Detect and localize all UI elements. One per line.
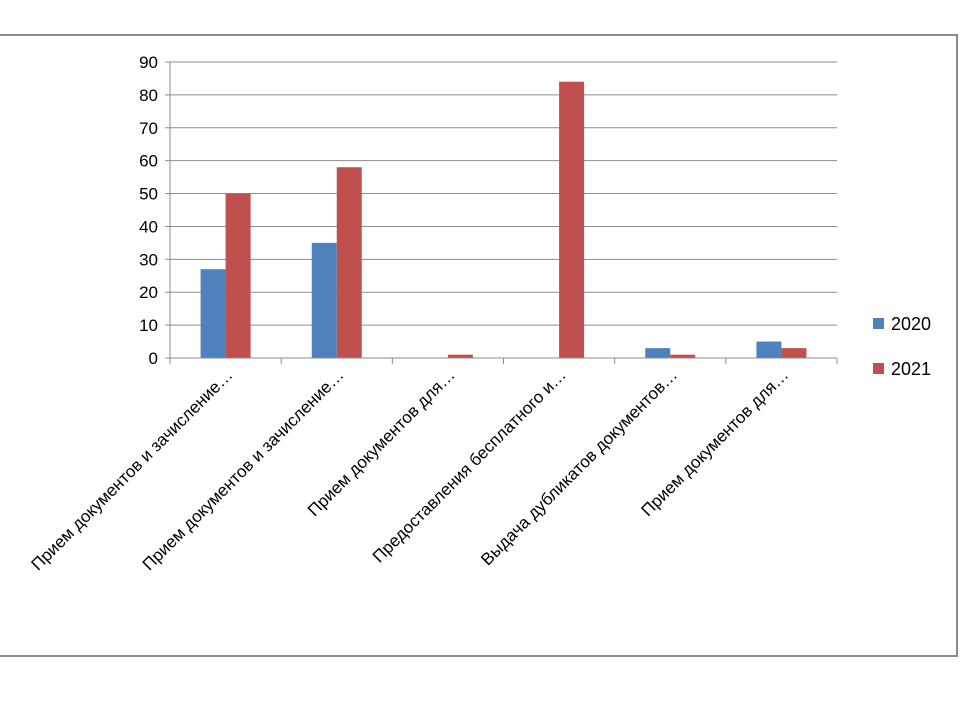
y-tick-label: 30 — [139, 250, 158, 269]
y-tick-label: 90 — [139, 53, 158, 72]
bar-2020-5 — [756, 341, 782, 358]
x-axis-categories: Прием документов и зачисление…Прием доку… — [28, 365, 793, 574]
y-tick-label: 20 — [139, 283, 158, 302]
bar-2021-0 — [225, 193, 251, 358]
bar-2021-1 — [336, 167, 362, 358]
bar-2021-3 — [559, 81, 585, 358]
bars — [200, 81, 807, 358]
x-category-label: Выдача дубликатов документов… — [477, 365, 681, 569]
y-tick-label: 50 — [139, 185, 158, 204]
legend: 2020 2021 — [873, 314, 931, 379]
x-category-label: Предоставления бесплатного и… — [369, 365, 570, 566]
legend-label: 2021 — [891, 359, 931, 379]
bar-2021-4 — [670, 354, 696, 358]
bar-2020-4 — [645, 348, 671, 358]
y-tick-label: 70 — [139, 119, 158, 138]
bar-2020-1 — [311, 242, 337, 358]
gridlines — [170, 61, 837, 326]
legend-label: 2020 — [891, 314, 931, 334]
chart-frame — [0, 34, 958, 657]
y-tick-label: 0 — [149, 349, 158, 368]
legend-swatch-2021 — [873, 363, 884, 374]
bar-2021-5 — [781, 348, 807, 358]
axes — [165, 61, 838, 364]
y-axis-ticks: 0 10 20 30 40 50 60 70 80 90 — [139, 53, 158, 368]
x-category-label: Прием документов и зачисление… — [139, 365, 348, 574]
y-tick-label: 60 — [139, 152, 158, 171]
y-tick-label: 40 — [139, 217, 158, 236]
y-tick-label: 10 — [139, 316, 158, 335]
legend-swatch-2020 — [873, 318, 884, 329]
x-category-label: Прием документов и зачисление… — [28, 365, 237, 574]
bar-2020-0 — [200, 269, 226, 358]
y-tick-label: 80 — [139, 86, 158, 105]
bar-2021-2 — [447, 354, 473, 358]
